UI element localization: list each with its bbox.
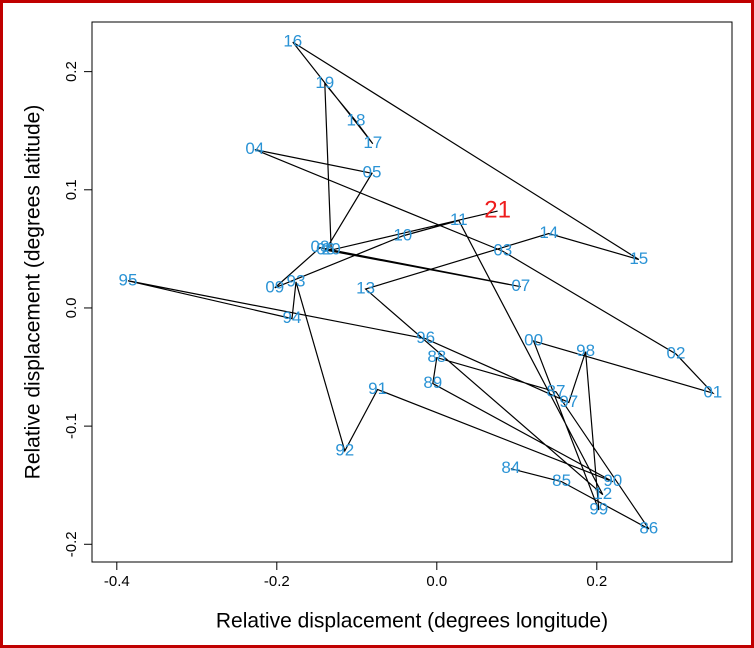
y-tick-label: -0.2 — [63, 531, 80, 557]
point-label: 08 — [311, 237, 330, 256]
point-label: 16 — [283, 32, 302, 51]
point-label: 92 — [335, 440, 354, 459]
point-label: 11 — [450, 210, 468, 229]
point-label: 17 — [363, 133, 382, 152]
point-label: 13 — [356, 279, 375, 298]
point-label: 19 — [315, 73, 334, 92]
point-label: 89 — [423, 373, 442, 392]
point-label: 01 — [703, 383, 722, 402]
path-line — [127, 41, 715, 530]
x-tick-label: -0.4 — [104, 573, 130, 590]
point-label: 05 — [363, 163, 382, 182]
y-axis-label: Relative displacement (degrees latitude) — [22, 105, 45, 480]
point-label: 90 — [603, 471, 622, 490]
point-label: 00 — [524, 331, 543, 350]
point-label: 18 — [347, 111, 366, 130]
point-label: 96 — [416, 328, 435, 347]
point-label: 84 — [501, 458, 520, 477]
point-label: 06 — [316, 240, 335, 259]
point-label: 93 — [287, 271, 306, 290]
point-label: 91 — [368, 379, 387, 398]
point-label: 20 — [322, 240, 341, 259]
x-tick-label: -0.2 — [264, 573, 290, 590]
point-label: 88 — [427, 347, 446, 366]
point-label: 03 — [493, 241, 512, 260]
point-label: 86 — [639, 518, 658, 537]
x-tick-label: 0.0 — [426, 573, 447, 590]
point-label: 94 — [283, 308, 302, 327]
point-label: 10 — [393, 225, 412, 244]
point-label: 04 — [245, 139, 264, 158]
point-label: 09 — [265, 277, 284, 296]
y-tick-label: 0.2 — [63, 61, 80, 82]
point-label: 07 — [511, 276, 530, 295]
point-label: 95 — [119, 270, 138, 289]
point-label: 98 — [576, 341, 595, 360]
point-label: 14 — [539, 223, 558, 242]
y-tick-label: -0.1 — [63, 413, 80, 439]
point-label: 87 — [547, 381, 566, 400]
y-tick-label: 0.0 — [63, 298, 80, 319]
point-label: 85 — [552, 471, 571, 490]
point-label: 21 — [484, 196, 511, 223]
x-axis-label: Relative displacement (degrees longitude… — [216, 610, 608, 633]
y-tick-label: 0.1 — [63, 179, 80, 200]
point-label: 15 — [629, 249, 648, 268]
point-label: 97 — [559, 392, 578, 411]
point-label: 02 — [667, 344, 686, 363]
point-label: 99 — [589, 499, 608, 518]
plot-box — [91, 21, 733, 563]
point-label: 12 — [593, 484, 612, 503]
x-tick-label: 0.2 — [586, 573, 607, 590]
